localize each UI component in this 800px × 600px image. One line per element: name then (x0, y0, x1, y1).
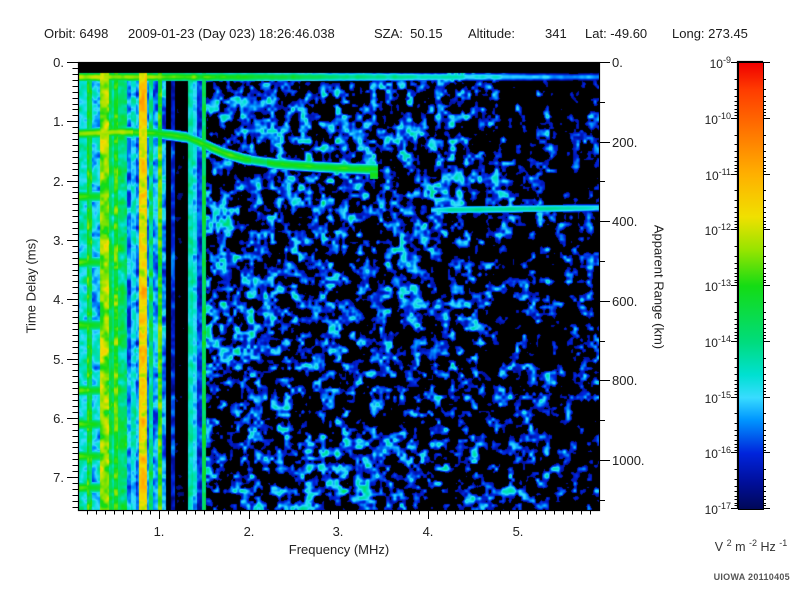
header-field: SZA: 50.15 (374, 26, 443, 41)
y-right-tick-label: 400. (612, 214, 638, 229)
x-tick-label: 5. (512, 524, 524, 539)
header-field: 2009-01-23 (Day 023) 18:26:46.038 (128, 26, 335, 41)
colorbar-gradient (738, 62, 764, 510)
y-left-tick-label: 0. (53, 55, 64, 70)
x-tick-label: 1. (153, 524, 165, 539)
colorbar-tick-label: 10-15 (704, 390, 731, 406)
x-axis-title: Frequency (MHz) (288, 542, 390, 557)
y-right-tick-label: 0. (612, 55, 623, 70)
y-left-tick-label: 3. (53, 233, 64, 248)
y-left-tick-label: 2. (53, 174, 64, 189)
colorbar-tick-label: 10-17 (704, 501, 731, 517)
y-right-tick-label: 600. (612, 294, 638, 309)
y-left-tick-label: 6. (53, 411, 64, 426)
header-field: Lat: -49.60 (585, 26, 648, 41)
colorbar-tick-label: 10-13 (704, 278, 731, 294)
x-tick-label: 3. (332, 524, 344, 539)
y-right-tick-label: 1000. (612, 453, 645, 468)
header-field: Orbit: 6498 (44, 26, 109, 41)
colorbar-tick-label: 10-12 (704, 222, 731, 238)
credit-text: UIOWA 20110405 (713, 572, 790, 582)
header-field: Altitude: (468, 26, 515, 41)
y-left-tick-label: 4. (53, 292, 64, 307)
x-tick-label: 2. (243, 524, 255, 539)
colorbar-tick-label: 10-16 (704, 445, 731, 461)
y-right-tick-label: 200. (612, 135, 638, 150)
y-left-tick-label: 1. (53, 114, 64, 129)
spectrogram-image (78, 62, 600, 510)
y-right-tick-label: 800. (612, 373, 638, 388)
x-tick-label: 4. (422, 524, 434, 539)
header-field: Long: 273.45 (672, 26, 748, 41)
colorbar-tick-label: 10-9 (709, 55, 731, 71)
colorbar-tick-label: 10-14 (704, 334, 731, 350)
y-left-axis-title: Time Delay (ms) (23, 238, 39, 334)
y-left-tick-label: 7. (53, 470, 64, 485)
colorbar-tick-label: 10-10 (704, 111, 731, 127)
header-field: 341 (545, 26, 567, 41)
y-left-tick-label: 5. (53, 352, 64, 367)
colorbar-unit-label: V 2 m -2 Hz -1 (714, 538, 788, 555)
colorbar-tick-label: 10-11 (705, 167, 731, 183)
